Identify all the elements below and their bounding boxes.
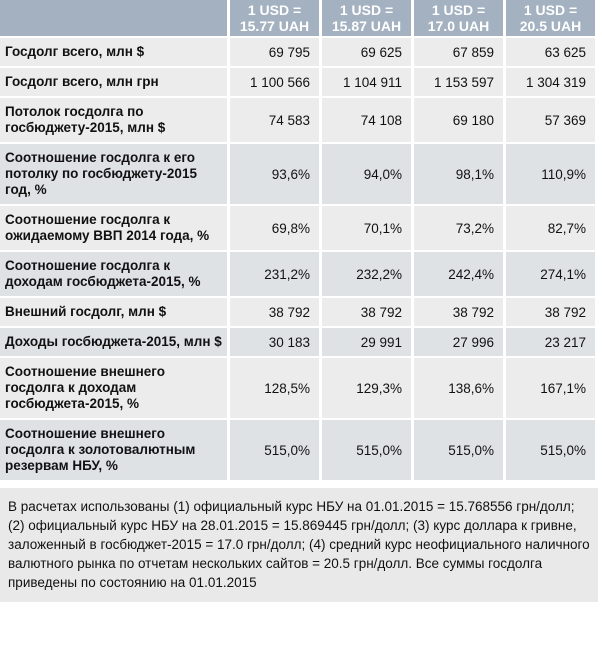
header-rate-cell: 1 USD = 15.87 UAH: [322, 0, 414, 38]
value-cell: 82,7%: [506, 206, 598, 252]
indicator-label: Соотношение госдолга к его потолку по го…: [0, 144, 230, 206]
footnote-text: В расчетах использованы (1) официальный …: [0, 488, 598, 602]
header-row: 1 USD = 15.77 UAH 1 USD = 15.87 UAH 1 US…: [0, 0, 598, 38]
indicator-label: Доходы госбюджета-2015, млн $: [0, 328, 230, 358]
table-row: Госдолг всего, млн грн 1 100 566 1 104 9…: [0, 68, 598, 98]
exchange-rate-debt-table: 1 USD = 15.77 UAH 1 USD = 15.87 UAH 1 US…: [0, 0, 598, 482]
value-cell: 231,2%: [230, 252, 322, 298]
table-row: Соотношение внешнего госдолга к золотова…: [0, 420, 598, 482]
value-cell: 27 996: [414, 328, 506, 358]
table-row: Доходы госбюджета-2015, млн $ 30 183 29 …: [0, 328, 598, 358]
table-row: Соотношение госдолга к ожидаемому ВВП 20…: [0, 206, 598, 252]
value-cell: 1 104 911: [322, 68, 414, 98]
value-cell: 93,6%: [230, 144, 322, 206]
rate-line2: 15.77 UAH: [239, 18, 310, 34]
header-corner-cell: [0, 0, 230, 38]
value-cell: 38 792: [230, 298, 322, 328]
value-cell: 232,2%: [322, 252, 414, 298]
value-cell: 138,6%: [414, 358, 506, 420]
value-cell: 67 859: [414, 38, 506, 68]
value-cell: 94,0%: [322, 144, 414, 206]
value-cell: 69 795: [230, 38, 322, 68]
value-cell: 1 304 319: [506, 68, 598, 98]
value-cell: 110,9%: [506, 144, 598, 206]
value-cell: 29 991: [322, 328, 414, 358]
value-cell: 515,0%: [230, 420, 322, 482]
value-cell: 69,8%: [230, 206, 322, 252]
value-cell: 128,5%: [230, 358, 322, 420]
value-cell: 70,1%: [322, 206, 414, 252]
value-cell: 69 180: [414, 98, 506, 144]
value-cell: 129,3%: [322, 358, 414, 420]
value-cell: 515,0%: [506, 420, 598, 482]
rate-line1: 1 USD =: [523, 2, 578, 18]
value-cell: 167,1%: [506, 358, 598, 420]
rate-line1: 1 USD =: [247, 2, 302, 18]
table-row: Госдолг всего, млн $ 69 795 69 625 67 85…: [0, 38, 598, 68]
indicator-label: Потолок госдолга по госбюджету-2015, млн…: [0, 98, 230, 144]
table-row: Соотношение госдолга к доходам госбюджет…: [0, 252, 598, 298]
table-row: Соотношение внешнего госдолга к доходам …: [0, 358, 598, 420]
value-cell: 74 583: [230, 98, 322, 144]
indicator-label: Госдолг всего, млн грн: [0, 68, 230, 98]
header-rate-cell: 1 USD = 20.5 UAH: [506, 0, 598, 38]
rate-line2: 15.87 UAH: [331, 18, 402, 34]
header-rate-cell: 1 USD = 15.77 UAH: [230, 0, 322, 38]
value-cell: 515,0%: [322, 420, 414, 482]
rate-line1: 1 USD =: [431, 2, 486, 18]
indicator-label: Госдолг всего, млн $: [0, 38, 230, 68]
value-cell: 1 153 597: [414, 68, 506, 98]
value-cell: 69 625: [322, 38, 414, 68]
value-cell: 98,1%: [414, 144, 506, 206]
header-rate-cell: 1 USD = 17.0 UAH: [414, 0, 506, 38]
value-cell: 30 183: [230, 328, 322, 358]
value-cell: 274,1%: [506, 252, 598, 298]
value-cell: 1 100 566: [230, 68, 322, 98]
value-cell: 23 217: [506, 328, 598, 358]
value-cell: 74 108: [322, 98, 414, 144]
value-cell: 63 625: [506, 38, 598, 68]
rate-line1: 1 USD =: [339, 2, 394, 18]
value-cell: 38 792: [506, 298, 598, 328]
table-row: Соотношение госдолга к его потолку по го…: [0, 144, 598, 206]
value-cell: 73,2%: [414, 206, 506, 252]
value-cell: 242,4%: [414, 252, 506, 298]
rate-line2: 20.5 UAH: [519, 18, 582, 34]
value-cell: 515,0%: [414, 420, 506, 482]
table-row: Внешний госдолг, млн $ 38 792 38 792 38 …: [0, 298, 598, 328]
value-cell: 57 369: [506, 98, 598, 144]
indicator-label: Соотношение госдолга к ожидаемому ВВП 20…: [0, 206, 230, 252]
indicator-label: Соотношение внешнего госдолга к доходам …: [0, 358, 230, 420]
rate-line2: 17.0 UAH: [427, 18, 490, 34]
table-row: Потолок госдолга по госбюджету-2015, млн…: [0, 98, 598, 144]
indicator-label: Внешний госдолг, млн $: [0, 298, 230, 328]
indicator-label: Соотношение госдолга к доходам госбюджет…: [0, 252, 230, 298]
value-cell: 38 792: [322, 298, 414, 328]
value-cell: 38 792: [414, 298, 506, 328]
indicator-label: Соотношение внешнего госдолга к золотова…: [0, 420, 230, 482]
